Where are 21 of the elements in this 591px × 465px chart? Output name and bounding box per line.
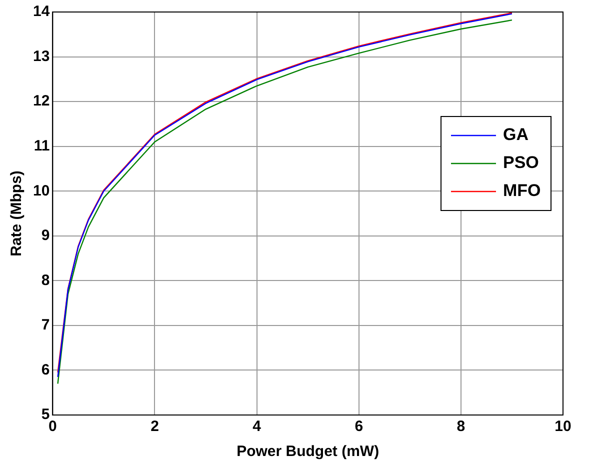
x-tick-label: 2 — [150, 418, 159, 436]
legend-label: GA — [503, 125, 528, 144]
legend-label: MFO — [503, 181, 541, 200]
y-tick-label: 10 — [32, 182, 50, 200]
x-tick-label: 6 — [354, 418, 364, 436]
x-tick-label: 4 — [252, 418, 262, 436]
x-axis-title: Power Budget (mW) — [236, 443, 380, 460]
y-axis-title: Rate (Mbps) — [8, 170, 26, 256]
x-tick-label: 8 — [456, 418, 466, 436]
y-tick-label: 11 — [34, 137, 50, 154]
y-tick-label: 13 — [32, 48, 50, 65]
x-tick-label: 0 — [48, 418, 57, 436]
y-tick-label: 9 — [41, 227, 50, 244]
y-tick-label: 8 — [41, 272, 50, 289]
y-tick-label: 12 — [32, 92, 50, 110]
y-tick-label: 7 — [41, 316, 50, 334]
y-tick-label: 5 — [41, 406, 50, 424]
legend-label: PSO — [503, 153, 539, 172]
y-tick-label: 14 — [32, 3, 50, 20]
x-tick-label: 10 — [554, 418, 572, 436]
y-tick-label: 6 — [41, 361, 50, 378]
